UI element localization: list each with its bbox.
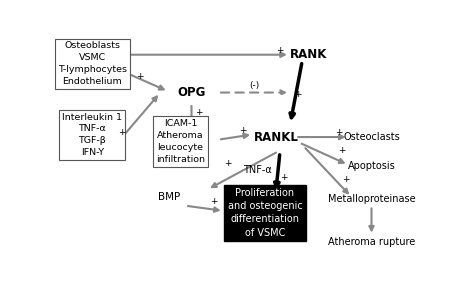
Text: Osteoclasts: Osteoclasts — [343, 132, 400, 142]
Text: +: + — [118, 128, 126, 137]
Text: Osteoblasts
VSMC
T-lymphocytes
Endothelium: Osteoblasts VSMC T-lymphocytes Endotheli… — [58, 41, 127, 86]
Text: +: + — [210, 197, 217, 206]
Text: ICAM-1
Atheroma
leucocyte
infiltration: ICAM-1 Atheroma leucocyte infiltration — [156, 119, 205, 164]
Text: OPG: OPG — [177, 86, 206, 99]
Text: +: + — [335, 128, 342, 137]
Text: RANKL: RANKL — [254, 131, 299, 144]
Text: (-): (-) — [249, 81, 259, 90]
Text: Atheroma rupture: Atheroma rupture — [328, 237, 415, 247]
Text: +: + — [294, 90, 302, 99]
Text: Interleukin 1
TNF-α
TGF-β
IFN-Y: Interleukin 1 TNF-α TGF-β IFN-Y — [62, 113, 122, 157]
Text: BMP: BMP — [158, 192, 181, 202]
Text: +: + — [280, 173, 287, 181]
Text: Metalloproteinase: Metalloproteinase — [328, 194, 415, 204]
Text: +: + — [137, 73, 144, 81]
Text: RANK: RANK — [291, 48, 328, 61]
Text: +: + — [195, 108, 202, 117]
Text: Proliferation
and osteogenic
differentiation
of VSMC: Proliferation and osteogenic differentia… — [228, 188, 302, 238]
Text: +: + — [239, 126, 246, 135]
Text: +: + — [225, 159, 232, 168]
Text: +: + — [338, 146, 346, 155]
Text: +: + — [342, 175, 349, 184]
Text: TNF-α: TNF-α — [243, 165, 272, 175]
Text: Apoptosis: Apoptosis — [347, 161, 395, 171]
Text: +: + — [276, 46, 283, 55]
